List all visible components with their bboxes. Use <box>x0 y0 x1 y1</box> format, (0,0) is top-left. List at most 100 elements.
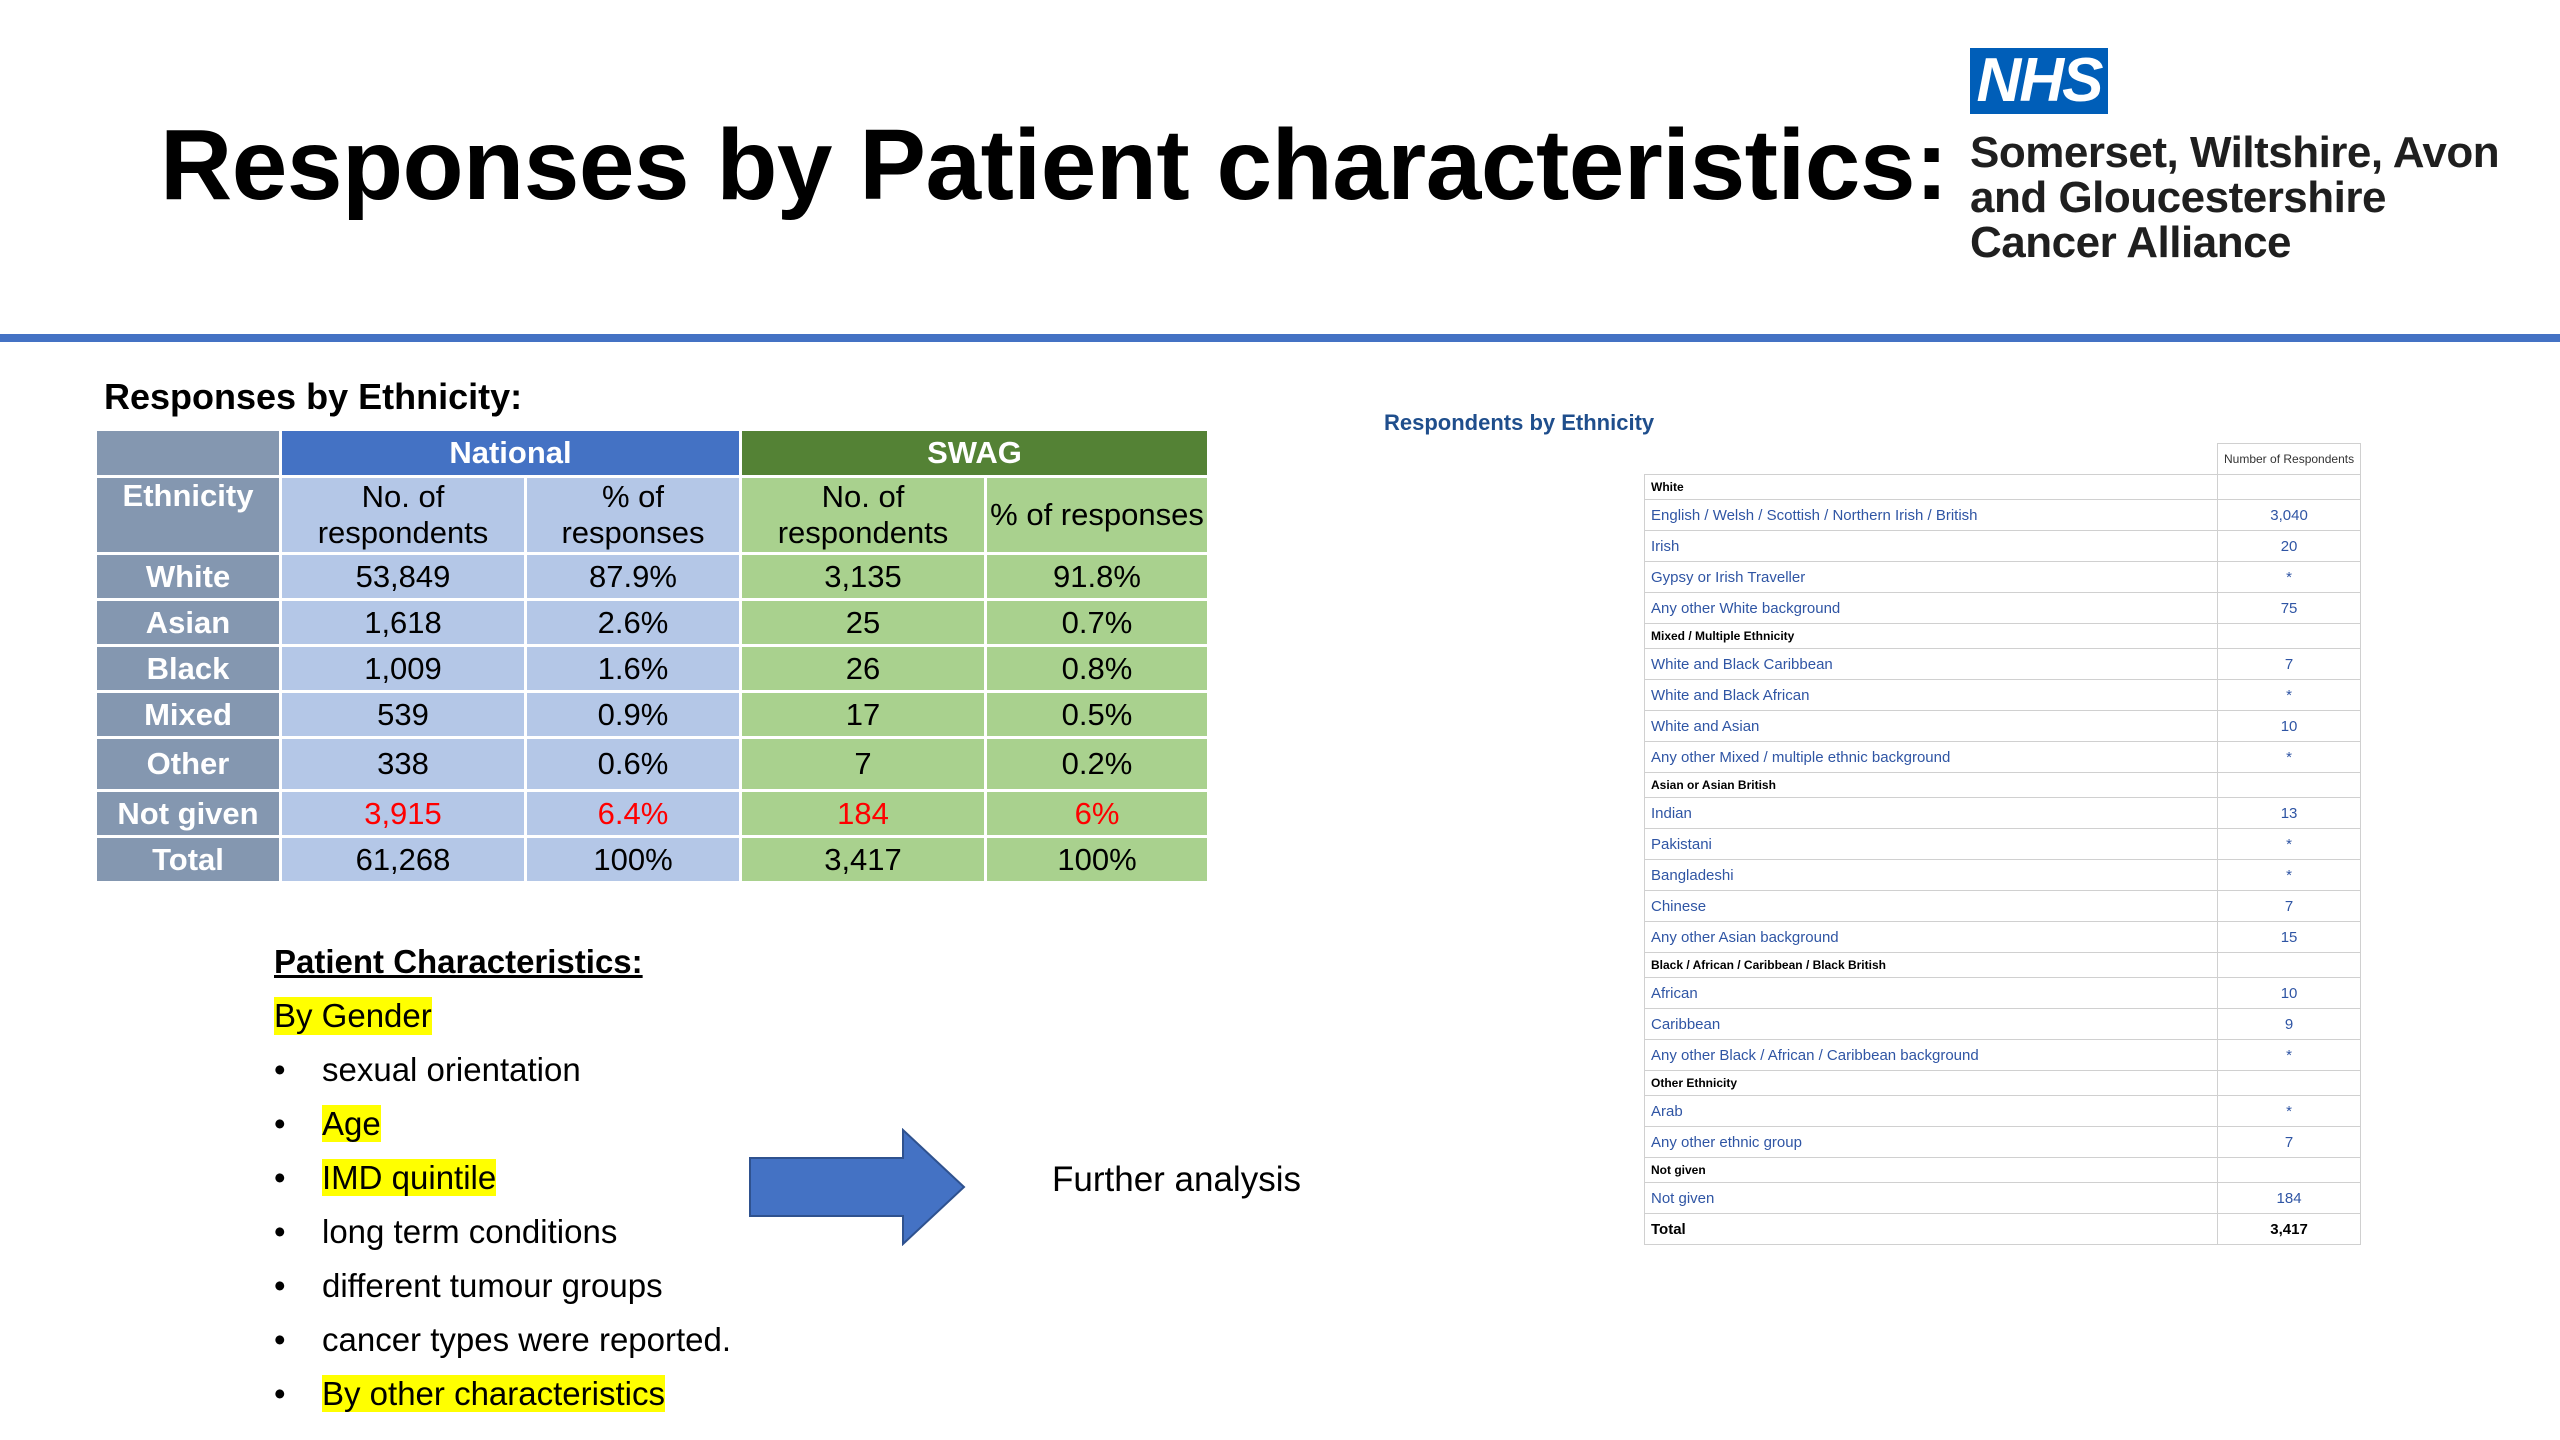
respondents-group-value <box>2216 474 2362 500</box>
respondents-row-value: 7 <box>2216 890 2362 922</box>
respondents-row: Arab * <box>1644 1095 2362 1127</box>
national-percent-cell: 2.6% <box>524 598 742 647</box>
national-count-cell: 53,849 <box>279 552 527 601</box>
respondents-group-value <box>2216 1070 2362 1096</box>
right-arrow-icon <box>749 1128 966 1246</box>
row-label: Total <box>94 835 282 884</box>
respondents-row: Caribbean 9 <box>1644 1008 2362 1040</box>
swag-count-cell: 25 <box>739 598 987 647</box>
respondents-group-row: Mixed / Multiple Ethnicity <box>1644 623 2362 649</box>
swag-percent-cell: 0.8% <box>984 644 1210 693</box>
table-row: Total 61,268 100% 3,417 100% <box>94 835 1210 884</box>
characteristic-text: long term conditions <box>322 1213 618 1250</box>
respondents-row-label: White and Asian <box>1644 710 2218 742</box>
respondents-row-value: 3,040 <box>2216 499 2362 531</box>
respondents-group-label: Asian or Asian British <box>1644 772 2218 798</box>
respondents-row-value: * <box>2216 1095 2362 1127</box>
respondents-row-value: 10 <box>2216 710 2362 742</box>
row-label: White <box>94 552 282 601</box>
characteristic-text: different tumour groups <box>322 1267 663 1304</box>
respondents-row-label: Indian <box>1644 797 2218 829</box>
respondents-group-row: Black / African / Caribbean / Black Brit… <box>1644 952 2362 978</box>
national-percent-cell: 87.9% <box>524 552 742 601</box>
column-header-national-percent: % of responses <box>524 475 742 555</box>
respondents-row: Any other Black / African / Caribbean ba… <box>1644 1039 2362 1071</box>
ethnicity-table-heading: Responses by Ethnicity: <box>104 376 523 417</box>
respondents-row: Indian 13 <box>1644 797 2362 829</box>
respondents-row: African 10 <box>1644 977 2362 1009</box>
bullet-icon: • <box>274 1051 286 1088</box>
swag-percent-cell: 91.8% <box>984 552 1210 601</box>
respondents-row-label: Any other White background <box>1644 592 2218 624</box>
respondents-row-label: Caribbean <box>1644 1008 2218 1040</box>
respondents-row-value: 184 <box>2216 1182 2362 1214</box>
bullet-icon: • <box>274 1267 286 1304</box>
swag-count-cell: 3,417 <box>739 835 987 884</box>
respondents-row: Not given 184 <box>1644 1182 2362 1214</box>
respondents-row-label: Any other Mixed / multiple ethnic backgr… <box>1644 741 2218 773</box>
respondents-row: White and Black Caribbean 7 <box>1644 648 2362 680</box>
respondents-row: Any other Asian background 15 <box>1644 921 2362 953</box>
respondents-group-row: Not given <box>1644 1157 2362 1183</box>
characteristic-text: By other characteristics <box>322 1375 665 1412</box>
table-row: Mixed 539 0.9% 17 0.5% <box>94 690 1210 739</box>
national-percent-cell: 100% <box>524 835 742 884</box>
table-row: Black 1,009 1.6% 26 0.8% <box>94 644 1210 693</box>
table-row: Other 338 0.6% 7 0.2% <box>94 736 1210 792</box>
swag-count-cell: 184 <box>739 789 987 838</box>
respondents-row-label: Pakistani <box>1644 828 2218 860</box>
bullet-icon: • <box>274 1321 286 1358</box>
org-name-line-3: Cancer Alliance <box>1970 218 2292 267</box>
row-label: Mixed <box>94 690 282 739</box>
respondents-row: Any other Mixed / multiple ethnic backgr… <box>1644 741 2362 773</box>
respondents-row-value: * <box>2216 679 2362 711</box>
swag-percent-cell: 6% <box>984 789 1210 838</box>
respondents-row-label: Any other Asian background <box>1644 921 2218 953</box>
by-gender-label: By Gender <box>274 997 432 1035</box>
respondents-group-label: Mixed / Multiple Ethnicity <box>1644 623 2218 649</box>
respondents-row: Any other White background 75 <box>1644 592 2362 624</box>
respondents-row-value: * <box>2216 828 2362 860</box>
respondents-row-value: * <box>2216 1039 2362 1071</box>
swag-count-cell: 3,135 <box>739 552 987 601</box>
respondents-group-label: Black / African / Caribbean / Black Brit… <box>1644 952 2218 978</box>
table-row: White 53,849 87.9% 3,135 91.8% <box>94 552 1210 601</box>
swag-percent-cell: 0.5% <box>984 690 1210 739</box>
respondents-row-label: English / Welsh / Scottish / Northern Ir… <box>1644 499 2218 531</box>
table-corner-cell <box>94 428 282 478</box>
respondents-row-value: * <box>2216 741 2362 773</box>
respondents-total-label: Total <box>1644 1213 2218 1245</box>
national-count-cell: 539 <box>279 690 527 739</box>
characteristic-list-item: • Age <box>274 1105 381 1143</box>
national-group-header: National <box>279 428 742 478</box>
characteristic-text: IMD quintile <box>322 1159 497 1196</box>
respondents-row-label: Irish <box>1644 530 2218 562</box>
national-count-cell: 1,009 <box>279 644 527 693</box>
respondents-row-value: 75 <box>2216 592 2362 624</box>
respondents-row-value: * <box>2216 859 2362 891</box>
swag-percent-cell: 0.2% <box>984 736 1210 792</box>
respondents-group-label: Other Ethnicity <box>1644 1070 2218 1096</box>
characteristic-text: cancer types were reported. <box>322 1321 732 1358</box>
characteristic-list-item: • By other characteristics <box>274 1375 665 1413</box>
national-count-cell: 1,618 <box>279 598 527 647</box>
respondents-row: Gypsy or Irish Traveller * <box>1644 561 2362 593</box>
respondents-group-label: White <box>1644 474 2218 500</box>
table-column-header-row: Ethnicity No. of respondents % of respon… <box>94 475 1210 555</box>
respondents-row-value: 7 <box>2216 648 2362 680</box>
respondents-row-label: Gypsy or Irish Traveller <box>1644 561 2218 593</box>
table-group-header-row: National SWAG <box>94 428 1210 478</box>
row-label: Other <box>94 736 282 792</box>
bullet-icon: • <box>274 1105 286 1142</box>
respondents-group-value <box>2216 623 2362 649</box>
respondents-total-value: 3,417 <box>2216 1213 2362 1245</box>
swag-percent-cell: 100% <box>984 835 1210 884</box>
nhs-logo: NHS <box>1970 48 2108 114</box>
column-header-swag-count: No. of respondents <box>739 475 987 555</box>
respondents-row-value: 9 <box>2216 1008 2362 1040</box>
characteristic-text: sexual orientation <box>322 1051 581 1088</box>
respondents-by-ethnicity-table: Number of Respondents White English / Wel… <box>1644 443 2362 1245</box>
national-percent-cell: 1.6% <box>524 644 742 693</box>
respondents-row-label: Bangladeshi <box>1644 859 2218 891</box>
national-count-cell: 61,268 <box>279 835 527 884</box>
